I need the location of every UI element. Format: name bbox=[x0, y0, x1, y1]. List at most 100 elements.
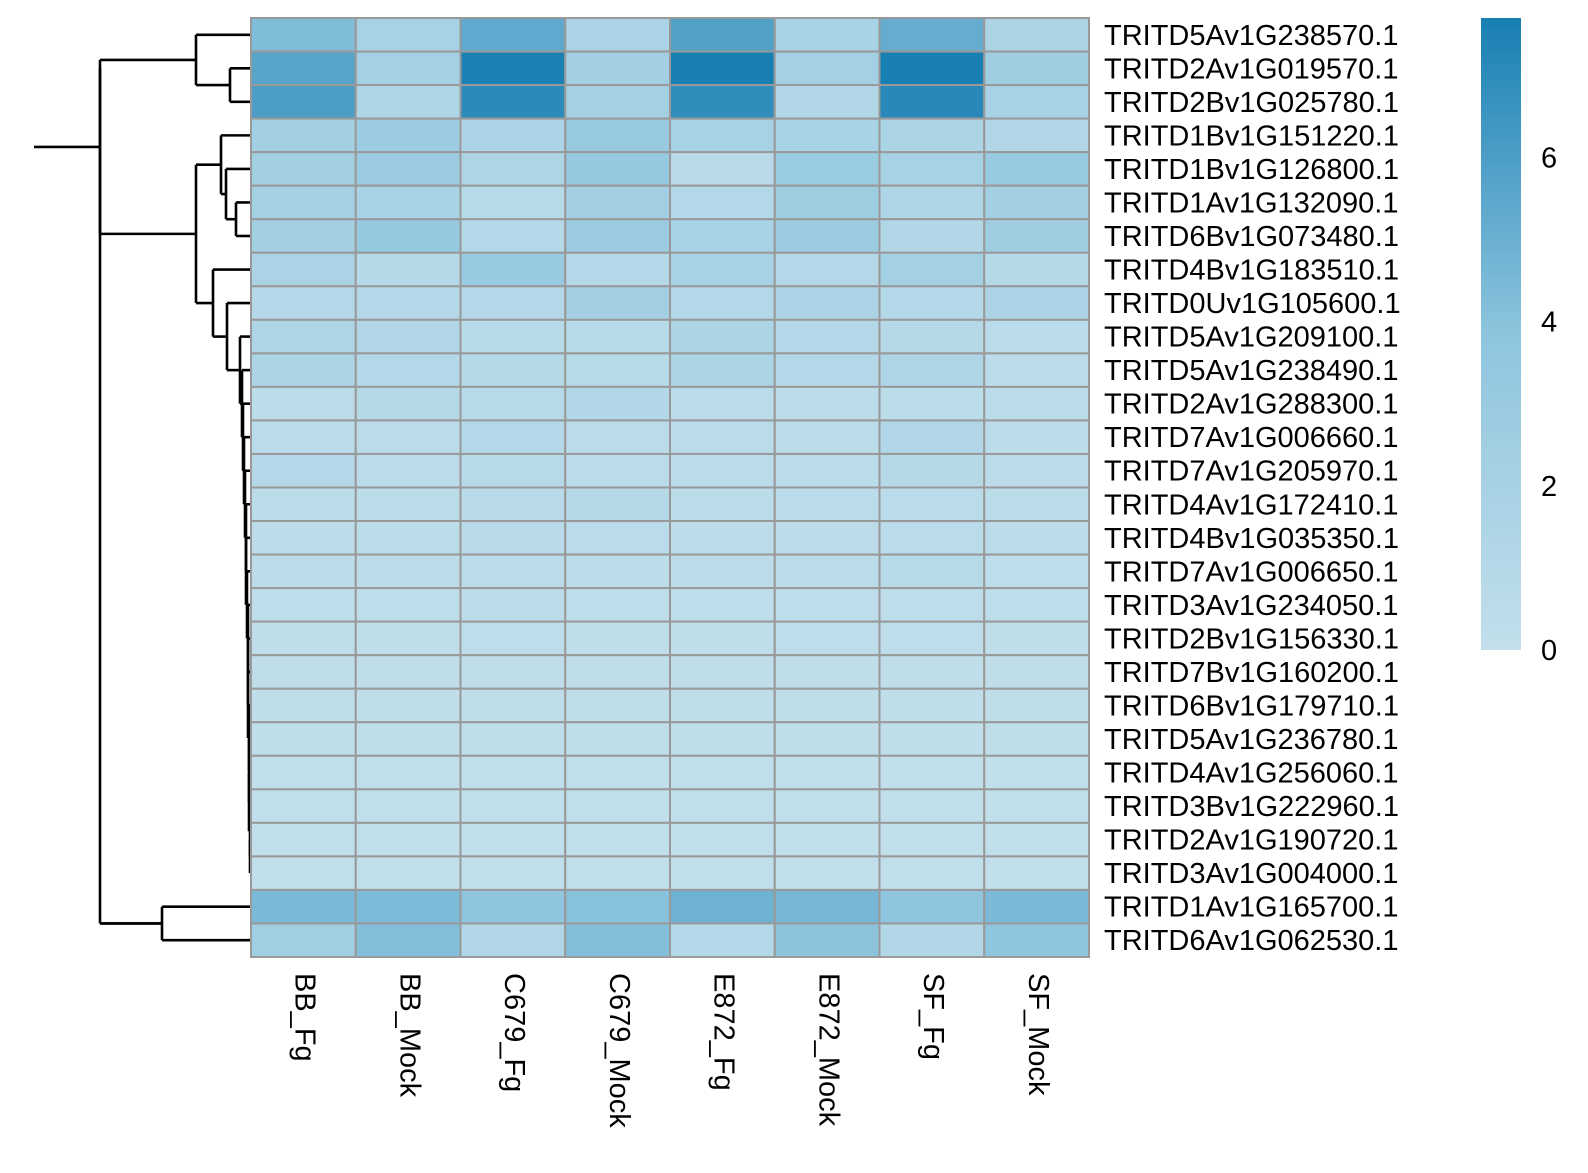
heatmap-cell bbox=[878, 721, 986, 757]
heatmap-cell bbox=[878, 587, 986, 623]
heatmap-cell bbox=[983, 318, 1090, 355]
heatmap-cell bbox=[459, 117, 567, 154]
heatmap-cell bbox=[669, 151, 776, 187]
heatmap-cell bbox=[983, 520, 1090, 556]
heatmap-cell bbox=[459, 251, 567, 288]
heatmap-cell bbox=[983, 687, 1090, 724]
heatmap-cell bbox=[878, 821, 986, 858]
heatmap-cell bbox=[354, 218, 462, 254]
heatmap-cell bbox=[878, 117, 986, 154]
heatmap-cell bbox=[773, 184, 881, 221]
heatmap-cell bbox=[250, 117, 357, 154]
heatmap-cell bbox=[773, 385, 881, 422]
heatmap-cell bbox=[983, 821, 1090, 858]
heatmap-cell bbox=[773, 251, 881, 288]
heatmap-cell bbox=[564, 855, 671, 891]
heatmap-cell bbox=[354, 285, 462, 321]
heatmap-cell bbox=[773, 285, 881, 321]
heatmap-cell bbox=[459, 821, 567, 858]
heatmap-cell bbox=[459, 620, 567, 657]
heatmap-cell bbox=[773, 754, 881, 791]
heatmap-cell bbox=[983, 352, 1090, 388]
heatmap-cell bbox=[459, 151, 567, 187]
heatmap-cell bbox=[983, 385, 1090, 422]
row-labels: TRITD5Av1G238570.1TRITD2Av1G019570.1TRIT… bbox=[1104, 20, 1401, 957]
heatmap-cell bbox=[564, 888, 671, 925]
heatmap-cell bbox=[773, 84, 881, 120]
heatmap-cell bbox=[773, 888, 881, 925]
heatmap-cell bbox=[564, 17, 671, 53]
heatmap-cell bbox=[354, 754, 462, 791]
heatmap-cell bbox=[459, 486, 567, 523]
heatmap-cell bbox=[564, 251, 671, 288]
row-label: TRITD4Av1G256060.1 bbox=[1104, 758, 1398, 790]
heatmap-cell bbox=[669, 285, 776, 321]
heatmap-cell bbox=[669, 654, 776, 690]
heatmap-cell bbox=[669, 251, 776, 288]
heatmap-cell bbox=[459, 318, 567, 355]
heatmap-cell bbox=[983, 452, 1090, 489]
heatmap-cell bbox=[250, 318, 357, 355]
row-label: TRITD4Bv1G183510.1 bbox=[1104, 255, 1399, 287]
heatmap-cell bbox=[773, 50, 881, 87]
heatmap-cell bbox=[878, 855, 986, 891]
heatmap-cell bbox=[669, 553, 776, 590]
heatmap-cell bbox=[878, 385, 986, 422]
heatmap-cell bbox=[564, 687, 671, 724]
heatmap-cell bbox=[354, 654, 462, 690]
row-label: TRITD0Uv1G105600.1 bbox=[1104, 288, 1401, 320]
heatmap-cell bbox=[878, 50, 986, 87]
heatmap-cell bbox=[983, 218, 1090, 254]
heatmap-cell bbox=[669, 352, 776, 388]
heatmap-cell bbox=[564, 117, 671, 154]
heatmap-cell bbox=[250, 352, 357, 388]
heatmap-cell bbox=[354, 922, 462, 959]
heatmap-cell bbox=[669, 218, 776, 254]
heatmap-cell bbox=[878, 285, 986, 321]
heatmap-cell bbox=[459, 50, 567, 87]
heatmap-cell bbox=[459, 419, 567, 455]
heatmap-cell bbox=[983, 553, 1090, 590]
heatmap-cell bbox=[878, 553, 986, 590]
heatmap-cell bbox=[459, 385, 567, 422]
row-label: TRITD2Av1G190720.1 bbox=[1104, 825, 1398, 857]
heatmap-cell bbox=[983, 855, 1090, 891]
row-label: TRITD6Bv1G179710.1 bbox=[1104, 690, 1399, 722]
heatmap-cell bbox=[459, 520, 567, 556]
heatmap-cell bbox=[878, 687, 986, 724]
heatmap-cell bbox=[983, 888, 1090, 925]
heatmap-cell bbox=[250, 888, 357, 925]
heatmap-cell bbox=[669, 788, 776, 824]
heatmap-cell bbox=[564, 922, 671, 959]
heatmap-cell bbox=[459, 184, 567, 221]
heatmap-cell bbox=[564, 553, 671, 590]
heatmap-cell bbox=[983, 486, 1090, 523]
heatmap-cell bbox=[564, 654, 671, 690]
heatmap-cell bbox=[250, 553, 357, 590]
heatmap-cell bbox=[250, 251, 357, 288]
heatmap-cell bbox=[669, 50, 776, 87]
heatmap-cell bbox=[459, 855, 567, 891]
heatmap-cell bbox=[354, 821, 462, 858]
heatmap-cell bbox=[669, 452, 776, 489]
heatmap-cell bbox=[669, 17, 776, 53]
heatmap-cell bbox=[878, 620, 986, 657]
heatmap-cell bbox=[250, 788, 357, 824]
heatmap-cell bbox=[354, 452, 462, 489]
heatmap-cell bbox=[354, 888, 462, 925]
legend-tick-label: 6 bbox=[1541, 143, 1557, 175]
heatmap-cell bbox=[564, 50, 671, 87]
heatmap-cell bbox=[354, 520, 462, 556]
heatmap-cell bbox=[773, 654, 881, 690]
column-label: SF_Fg bbox=[917, 973, 949, 1060]
heatmap-cell bbox=[669, 721, 776, 757]
heatmap-cell bbox=[354, 318, 462, 355]
heatmap-cell bbox=[250, 855, 357, 891]
heatmap-cell bbox=[669, 385, 776, 422]
heatmap-cell bbox=[250, 184, 357, 221]
heatmap-cell bbox=[354, 184, 462, 221]
row-label: TRITD7Av1G006650.1 bbox=[1104, 556, 1398, 588]
heatmap-cell bbox=[669, 486, 776, 523]
heatmap-cell bbox=[354, 17, 462, 53]
